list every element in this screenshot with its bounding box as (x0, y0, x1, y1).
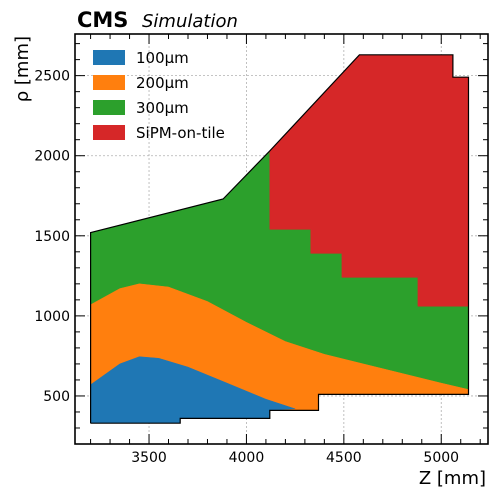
legend-swatch (93, 100, 125, 115)
y-tick-label: 2500 (34, 69, 70, 85)
legend-swatch (93, 75, 125, 90)
x-axis-label: Z [mm] (419, 468, 486, 489)
y-tick-label: 1500 (34, 229, 70, 245)
y-tick-label: 2000 (34, 149, 70, 165)
legend-label: 100μm (136, 49, 189, 67)
outline-path (89, 54, 470, 424)
plot-areas (90, 54, 469, 424)
detector-outline (89, 54, 470, 424)
axis-ticks: 3500 4000 4500 5000 500 1000 1500 2000 2500 (34, 34, 488, 466)
x-tick-label: 4000 (229, 450, 265, 466)
legend-swatch (93, 50, 125, 65)
y-tick-label: 500 (43, 389, 70, 405)
legend-swatch (93, 125, 125, 140)
y-tick-label: 1000 (34, 309, 70, 325)
legend-label: 300μm (136, 99, 189, 117)
x-tick-label: 4500 (326, 450, 362, 466)
legend: 100μm 200μm 300μm SiPM-on-tile (93, 49, 225, 142)
simulation-label: Simulation (142, 11, 238, 32)
legend-label: 200μm (136, 74, 189, 92)
legend-label: SiPM-on-tile (136, 124, 225, 142)
x-tick-label: 3500 (131, 450, 167, 466)
x-tick-label: 5000 (423, 450, 459, 466)
y-axis-label: ρ [mm] (12, 36, 33, 102)
cms-label: CMS (77, 8, 128, 32)
plot-frame (74, 33, 489, 445)
